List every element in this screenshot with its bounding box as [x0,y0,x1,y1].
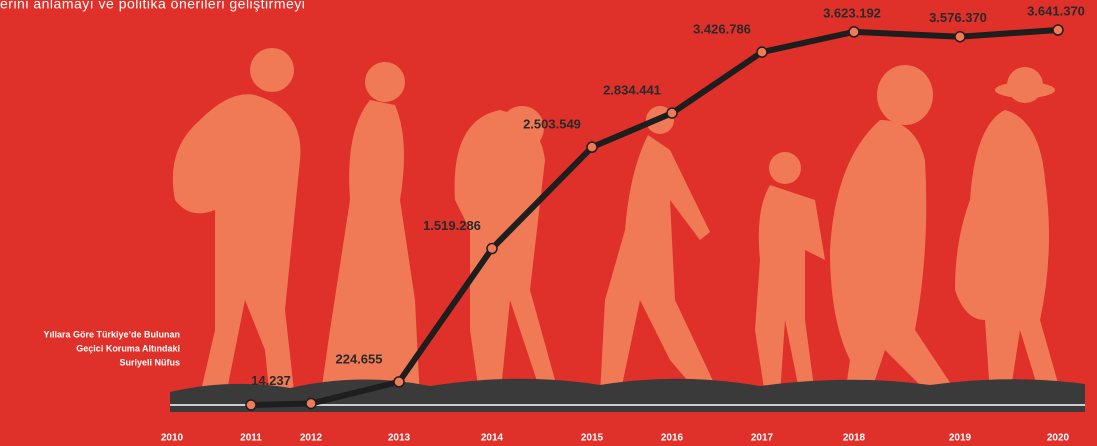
x-tick-label: 2019 [949,433,972,444]
x-tick-label: 2017 [751,433,774,444]
silhouettes [173,48,1060,400]
data-point [246,400,256,410]
x-tick-label: 2018 [843,433,866,444]
chart-title: Yıllara Göre Türkiye’de Bulunan Geçici Ko… [43,329,180,367]
data-point [955,32,965,42]
x-tick-label: 2010 [161,433,184,444]
data-point [849,27,859,37]
value-label: 14.237 [251,373,291,388]
x-tick-label: 2014 [481,433,504,444]
x-tick-label: 2013 [388,433,411,444]
data-point [757,47,767,57]
x-tick-label: 2016 [661,433,684,444]
data-point [394,377,404,387]
data-point [306,399,316,409]
data-point [487,244,497,254]
infographic: erini anlamayı ve politika önerileri gel… [0,0,1097,446]
value-label: 2.503.549 [523,117,581,132]
intro-text: erini anlamayı ve politika önerileri gel… [0,0,305,12]
data-point [667,108,677,118]
x-tick-label: 2012 [300,433,323,444]
x-tick-label: 2015 [581,433,604,444]
data-point [587,142,597,152]
value-label: 1.519.286 [423,218,481,233]
value-label: 3.426.786 [693,22,751,37]
title-line: Geçici Koruma Altındaki [76,343,180,353]
value-label: 2.834.441 [603,83,661,98]
x-tick-label: 2011 [240,433,262,444]
title-line: Suriyeli Nüfus [119,357,180,367]
value-label: 3.576.370 [929,10,987,25]
value-label: 3.641.370 [1027,3,1085,18]
x-tick-label: 2020 [1047,433,1070,444]
value-label: 3.623.192 [823,5,881,20]
data-point [1053,25,1063,35]
value-label: 224.655 [336,351,383,366]
title-line: Yıllara Göre Türkiye’de Bulunan [43,329,180,339]
